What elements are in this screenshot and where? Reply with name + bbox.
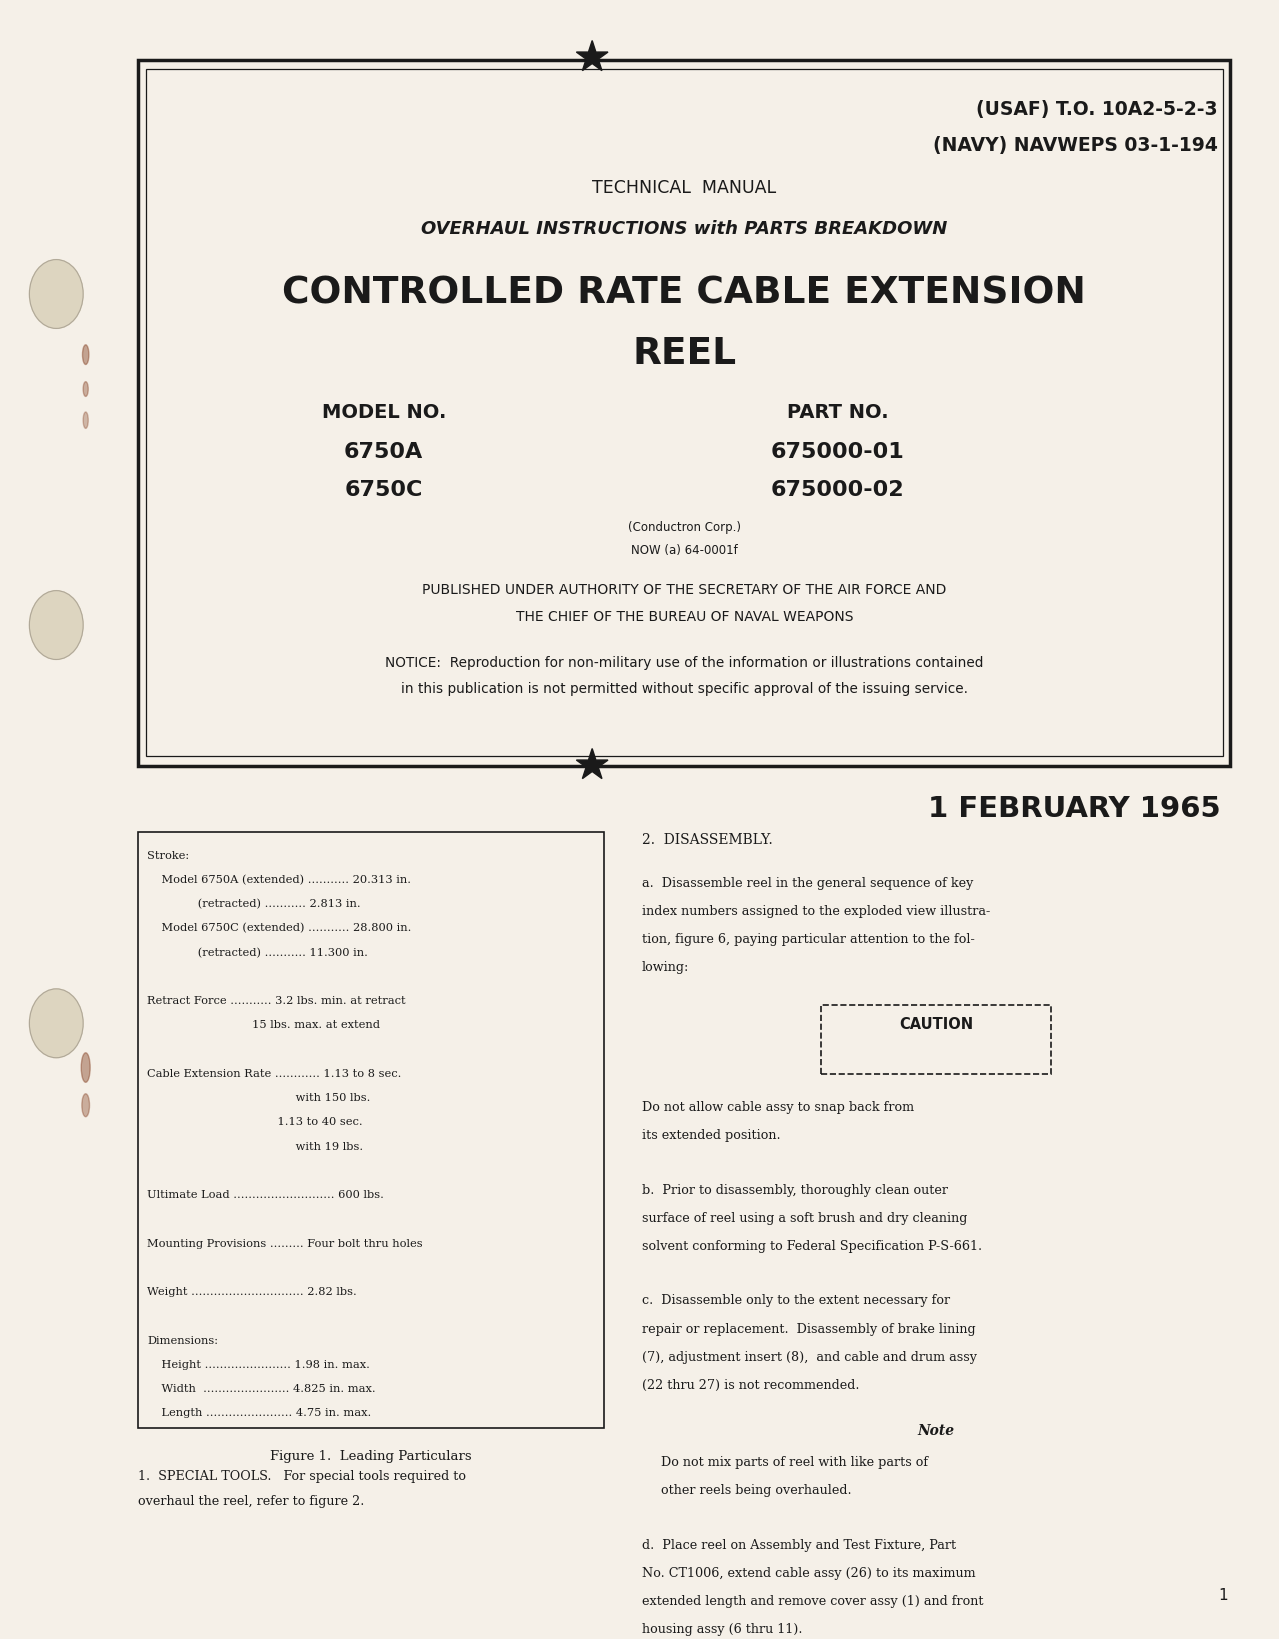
Text: 675000-02: 675000-02 [771,480,904,500]
Text: surface of reel using a soft brush and dry cleaning: surface of reel using a soft brush and d… [642,1211,967,1224]
Text: in this publication is not permitted without specific approval of the issuing se: in this publication is not permitted wit… [400,682,968,695]
Text: Cable Extension Rate ............ 1.13 to 8 sec.: Cable Extension Rate ............ 1.13 t… [147,1069,402,1078]
Text: THE CHIEF OF THE BUREAU OF NAVAL WEAPONS: THE CHIEF OF THE BUREAU OF NAVAL WEAPONS [515,610,853,623]
Text: NOTICE:  Reproduction for non-military use of the information or illustrations c: NOTICE: Reproduction for non-military us… [385,656,984,669]
Text: (Conductron Corp.): (Conductron Corp.) [628,521,741,534]
Text: Note: Note [917,1423,955,1437]
Text: 1 FEBRUARY 1965: 1 FEBRUARY 1965 [927,795,1220,823]
Text: 15 lbs. max. at extend: 15 lbs. max. at extend [147,1019,380,1029]
Text: b.  Prior to disassembly, thoroughly clean outer: b. Prior to disassembly, thoroughly clea… [642,1183,948,1196]
Ellipse shape [83,413,88,429]
Text: c.  Disassemble only to the extent necessary for: c. Disassemble only to the extent necess… [642,1293,950,1306]
Text: Length ....................... 4.75 in. max.: Length ....................... 4.75 in. … [147,1408,371,1418]
Text: (NAVY) NAVWEPS 03-1-194: (NAVY) NAVWEPS 03-1-194 [932,136,1218,156]
Text: 6750C: 6750C [344,480,423,500]
Text: Weight .............................. 2.82 lbs.: Weight .............................. 2.… [147,1287,357,1296]
Text: (retracted) ........... 11.300 in.: (retracted) ........... 11.300 in. [147,947,368,957]
Circle shape [29,592,83,661]
Text: tion, figure 6, paying particular attention to the fol-: tion, figure 6, paying particular attent… [642,933,975,946]
Bar [821,1005,1051,1074]
Text: 6750A: 6750A [344,443,423,462]
Text: Width  ....................... 4.825 in. max.: Width ....................... 4.825 in. … [147,1383,376,1393]
Text: extended length and remove cover assy (1) and front: extended length and remove cover assy (1… [642,1595,984,1608]
Text: overhaul the reel, refer to figure 2.: overhaul the reel, refer to figure 2. [138,1493,365,1506]
Text: housing assy (6 thru 11).: housing assy (6 thru 11). [642,1623,802,1636]
Text: Mounting Provisions ......... Four bolt thru holes: Mounting Provisions ......... Four bolt … [147,1237,423,1247]
Text: 1.  SPECIAL TOOLS.   For special tools required to: 1. SPECIAL TOOLS. For special tools requ… [138,1469,466,1482]
Text: PART NO.: PART NO. [787,403,889,421]
Ellipse shape [82,1095,90,1118]
Text: lowing:: lowing: [642,960,689,974]
Circle shape [29,990,83,1059]
Text: CAUTION: CAUTION [899,1016,973,1033]
Ellipse shape [81,1054,90,1083]
Text: OVERHAUL INSTRUCTIONS with PARTS BREAKDOWN: OVERHAUL INSTRUCTIONS with PARTS BREAKDO… [421,220,948,238]
Text: (USAF) T.O. 10A2-5-2-3: (USAF) T.O. 10A2-5-2-3 [976,100,1218,120]
Text: with 150 lbs.: with 150 lbs. [147,1093,371,1103]
Text: (retracted) ........... 2.813 in.: (retracted) ........... 2.813 in. [147,898,361,910]
Text: d.  Place reel on Assembly and Test Fixture, Part: d. Place reel on Assembly and Test Fixtu… [642,1537,957,1550]
Text: MODEL NO.: MODEL NO. [321,403,446,421]
Bar [138,61,1230,767]
Text: REEL: REEL [632,336,737,372]
Text: Model 6750A (extended) ........... 20.313 in.: Model 6750A (extended) ........... 20.31… [147,874,411,885]
Text: 675000-01: 675000-01 [771,443,904,462]
Text: solvent conforming to Federal Specification P-S-661.: solvent conforming to Federal Specificat… [642,1239,982,1252]
Text: Do not mix parts of reel with like parts of: Do not mix parts of reel with like parts… [661,1455,929,1469]
Text: Model 6750C (extended) ........... 28.800 in.: Model 6750C (extended) ........... 28.80… [147,923,412,933]
Circle shape [29,261,83,329]
Text: other reels being overhauled.: other reels being overhauled. [661,1483,852,1496]
Text: a.  Disassemble reel in the general sequence of key: a. Disassemble reel in the general seque… [642,877,973,890]
Ellipse shape [82,346,88,365]
Polygon shape [577,749,608,779]
Text: TECHNICAL  MANUAL: TECHNICAL MANUAL [592,179,776,197]
Text: CONTROLLED RATE CABLE EXTENSION: CONTROLLED RATE CABLE EXTENSION [283,275,1086,311]
Text: Ultimate Load ........................... 600 lbs.: Ultimate Load ..........................… [147,1190,384,1200]
Text: Retract Force ........... 3.2 lbs. min. at retract: Retract Force ........... 3.2 lbs. min. … [147,995,405,1005]
Text: Stroke:: Stroke: [147,851,189,860]
Text: 1.13 to 40 sec.: 1.13 to 40 sec. [147,1116,363,1126]
Bar [146,70,1223,757]
Text: Do not allow cable assy to snap back from: Do not allow cable assy to snap back fro… [642,1100,914,1113]
Text: Height ....................... 1.98 in. max.: Height ....................... 1.98 in. … [147,1359,370,1369]
Text: 1: 1 [1218,1587,1228,1601]
Bar [138,833,604,1428]
Text: Dimensions:: Dimensions: [147,1334,219,1346]
Text: PUBLISHED UNDER AUTHORITY OF THE SECRETARY OF THE AIR FORCE AND: PUBLISHED UNDER AUTHORITY OF THE SECRETA… [422,583,946,597]
Text: No. CT1006, extend cable assy (26) to its maximum: No. CT1006, extend cable assy (26) to it… [642,1567,976,1578]
Text: its extended position.: its extended position. [642,1129,780,1141]
Text: (7), adjustment insert (8),  and cable and drum assy: (7), adjustment insert (8), and cable an… [642,1351,977,1364]
Polygon shape [577,41,608,72]
Text: (22 thru 27) is not recommended.: (22 thru 27) is not recommended. [642,1378,859,1392]
Text: 2.  DISASSEMBLY.: 2. DISASSEMBLY. [642,833,773,846]
Text: NOW (a) 64-0001f: NOW (a) 64-0001f [631,544,738,557]
Text: repair or replacement.  Disassembly of brake lining: repair or replacement. Disassembly of br… [642,1321,976,1334]
Ellipse shape [83,382,88,397]
Text: with 19 lbs.: with 19 lbs. [147,1141,363,1151]
Text: index numbers assigned to the exploded view illustra-: index numbers assigned to the exploded v… [642,905,990,918]
Text: Figure 1.  Leading Particulars: Figure 1. Leading Particulars [270,1449,472,1462]
